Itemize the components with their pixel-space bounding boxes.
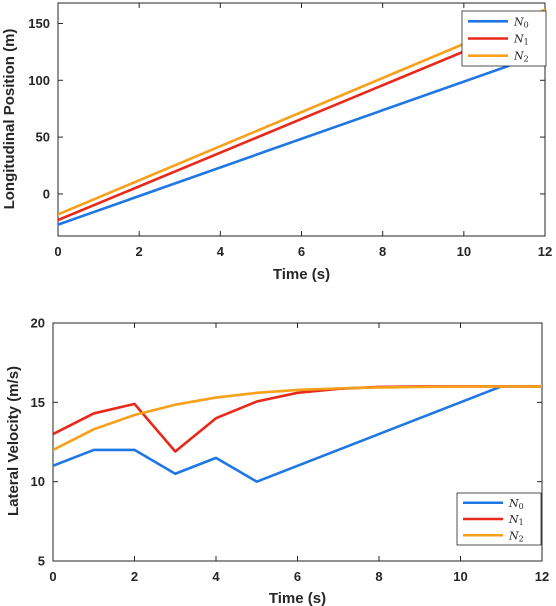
x-axis-label: Time (s) [273, 266, 330, 283]
series-line-n0 [53, 385, 542, 483]
x-tick-label: 8 [379, 244, 386, 259]
x-axis-label: Time (s) [269, 590, 326, 606]
x-tick-label: 0 [54, 244, 61, 259]
x-tick-label: 8 [375, 569, 382, 584]
x-tick-label: 12 [535, 569, 549, 584]
x-tick-label: 6 [298, 244, 305, 259]
chart-0: 0 2 4 6 8 10 12 0 50 100 150 Time (s) Longitudinal P… [1, 2, 552, 283]
y-axis-label: Longitudinal Position (m) [1, 29, 18, 210]
y-tick-label: 5 [38, 554, 45, 569]
x-tick-label: 2 [136, 244, 143, 259]
x-tick-label: 4 [212, 569, 220, 584]
y-tick-label: 10 [31, 474, 45, 489]
legend-label-n0: N0 [513, 15, 529, 29]
chart-1: 0 2 4 6 8 10 12 5 10 15 20 Time (s) Lateral Velocity… [5, 316, 549, 606]
series-line-n2 [53, 385, 542, 452]
x-tick-label: 2 [131, 569, 138, 584]
series-line-n0 [58, 51, 545, 226]
legend: N0 N1 N2 [461, 10, 547, 67]
legend-label-n2: N2 [508, 529, 524, 543]
y-tick-label: 150 [28, 16, 50, 31]
x-tick-label: 6 [294, 569, 301, 584]
y-tick-label: 50 [36, 130, 50, 145]
y-tick-label: 100 [28, 73, 50, 88]
y-tick-label: 0 [43, 186, 50, 201]
legend-label-n0: N0 [508, 497, 524, 511]
legend-label-n1: N1 [508, 513, 524, 527]
legend-label-n1: N1 [513, 33, 529, 47]
legend: N0 N1 N2 [456, 492, 542, 546]
y-axis-label: Lateral Velocity (m/s) [5, 366, 22, 516]
y-tick-label: 20 [31, 316, 45, 331]
legend-label-n2: N2 [513, 50, 529, 64]
x-tick-label: 12 [538, 244, 552, 259]
x-tick-label: 4 [217, 244, 225, 259]
x-tick-label: 10 [457, 244, 471, 259]
x-tick-label: 10 [453, 569, 467, 584]
x-tick-label: 0 [49, 569, 56, 584]
y-tick-label: 15 [31, 395, 45, 410]
